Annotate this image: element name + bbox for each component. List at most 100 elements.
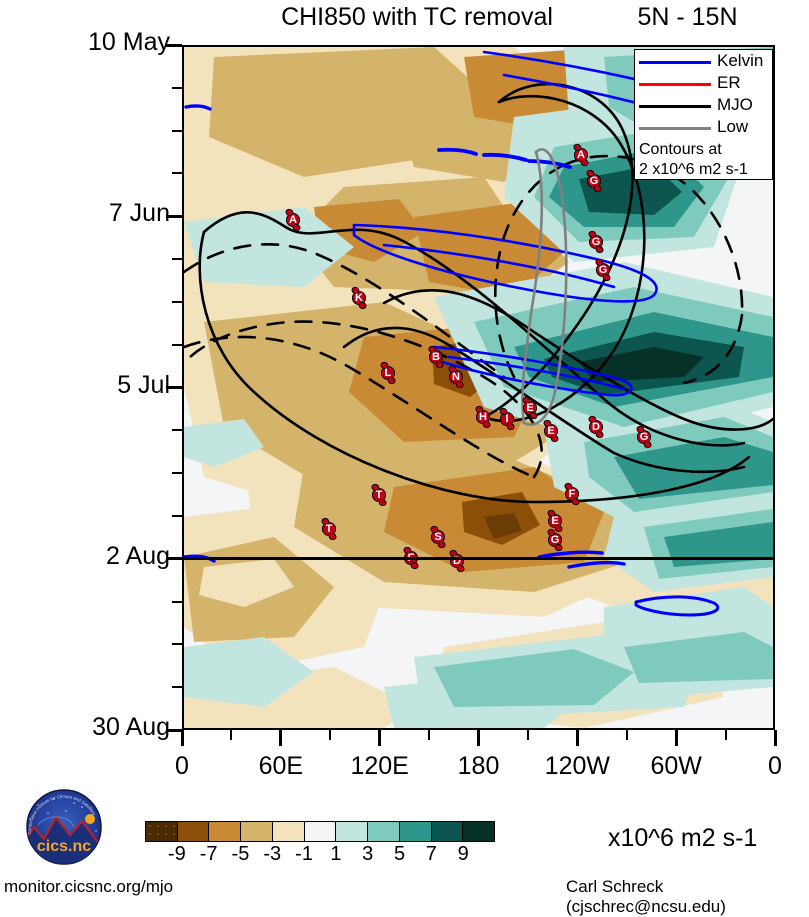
x-minor-tick bbox=[230, 730, 233, 740]
y-minor-tick bbox=[172, 86, 182, 89]
y-major-tick bbox=[166, 557, 182, 561]
tc-marker-label: E bbox=[547, 425, 555, 437]
y-tick-label-1: 7 Jun bbox=[108, 199, 170, 228]
y-minor-tick bbox=[172, 129, 182, 132]
colorbar-swatch-3 bbox=[241, 822, 273, 841]
y-minor-tick bbox=[172, 429, 182, 432]
tc-marker: G bbox=[585, 230, 607, 254]
tc-marker-label: N bbox=[452, 371, 460, 383]
x-tick-label-3: 180 bbox=[457, 752, 500, 780]
analysis-date-line bbox=[182, 557, 775, 561]
x-minor-tick bbox=[526, 730, 529, 740]
legend-swatch-kelvin bbox=[639, 61, 711, 64]
tc-marker: E bbox=[519, 396, 541, 420]
tc-marker-label: D bbox=[453, 555, 461, 567]
colorbar-tick-5: 1 bbox=[330, 843, 342, 865]
tc-marker: K bbox=[348, 286, 370, 310]
colorbar-swatch-0 bbox=[146, 822, 178, 841]
tc-marker-label: G bbox=[589, 175, 599, 187]
tc-marker-label: F bbox=[568, 488, 576, 500]
tc-marker-label: T bbox=[375, 489, 383, 501]
colorbar-tick-1: -7 bbox=[199, 843, 218, 865]
tc-marker-label: G bbox=[639, 431, 649, 443]
y-minor-tick bbox=[172, 258, 182, 261]
colorbar-tick-7: 5 bbox=[393, 843, 406, 865]
y-minor-tick bbox=[172, 172, 182, 175]
legend-label-er: ER bbox=[717, 73, 741, 92]
colorbar-swatch-8 bbox=[399, 822, 432, 841]
page-title: CHI850 with TC removal bbox=[281, 3, 553, 31]
legend-label-kelvin: Kelvin bbox=[717, 51, 764, 70]
x-minor-tick bbox=[625, 730, 628, 740]
x-major-tick bbox=[674, 730, 678, 746]
colorbar-swatch-6 bbox=[336, 822, 369, 841]
x-major-tick bbox=[378, 730, 382, 746]
y-minor-tick bbox=[172, 300, 182, 303]
y-minor-tick bbox=[172, 472, 182, 475]
colorbar-swatch-2 bbox=[209, 822, 242, 841]
colorbar-tick-4: -1 bbox=[295, 843, 313, 865]
colorbar-tick-9: 9 bbox=[457, 843, 469, 865]
cics-nc-logo: cics.nc Cooperative Institute for Climat… bbox=[26, 789, 102, 865]
tc-marker-label: H bbox=[479, 411, 487, 423]
x-major-tick bbox=[773, 730, 777, 746]
colorbar-tick-6: 3 bbox=[362, 843, 374, 865]
x-tick-label-4: 120W bbox=[544, 752, 610, 780]
tc-marker-label: E bbox=[526, 402, 534, 414]
legend-note-line2: 2 x10^6 m2 s-1 bbox=[639, 161, 748, 178]
y-minor-tick bbox=[172, 343, 182, 346]
tc-marker: B bbox=[425, 345, 447, 369]
tc-marker: E bbox=[540, 419, 562, 443]
tc-marker: S bbox=[427, 525, 449, 549]
y-major-tick bbox=[166, 214, 182, 218]
y-minor-tick bbox=[172, 686, 182, 689]
y-major-tick bbox=[166, 386, 182, 389]
legend-swatch-er bbox=[639, 83, 711, 86]
tc-marker-label: G bbox=[598, 264, 608, 276]
y-tick-label-4: 30 Aug bbox=[92, 713, 170, 741]
tc-marker-label: K bbox=[355, 292, 363, 304]
tc-marker-label: G bbox=[591, 236, 601, 248]
legend-label-low: Low bbox=[717, 117, 749, 136]
colorbar-units-label: x10^6 m2 s-1 bbox=[608, 824, 758, 852]
credit-url: monitor.cicsnc.org/mjo bbox=[4, 877, 174, 896]
tc-marker-label: B bbox=[432, 351, 440, 363]
x-minor-tick bbox=[329, 730, 332, 740]
tc-marker: I bbox=[496, 407, 518, 431]
latitude-band-label: 5N - 15N bbox=[637, 3, 738, 31]
tc-marker: N bbox=[445, 365, 467, 389]
tc-marker: H bbox=[472, 405, 494, 429]
colorbar-tick-0: -9 bbox=[167, 843, 186, 865]
legend-item-low: Low bbox=[639, 117, 772, 138]
tc-marker: G bbox=[583, 169, 605, 193]
legend-swatch-low bbox=[639, 127, 711, 130]
x-major-tick bbox=[575, 730, 579, 746]
x-tick-label-6: 0 bbox=[768, 752, 782, 780]
tc-marker-label: E bbox=[551, 515, 559, 527]
contour-legend: Kelvin ER MJO Low Contours at 2 x10^6 m2 s-1 bbox=[634, 49, 773, 180]
legend-item-mjo: MJO bbox=[639, 95, 772, 116]
tc-marker-layer: AGAGGKBLNHIEEDGTFETGSFD bbox=[184, 47, 773, 728]
colorbar-swatch-9 bbox=[431, 822, 464, 841]
tc-marker: G bbox=[633, 425, 655, 449]
tc-marker: A bbox=[570, 143, 592, 167]
y-major-tick bbox=[166, 43, 182, 47]
tc-marker-label: L bbox=[384, 367, 392, 379]
tc-marker: T bbox=[318, 517, 340, 541]
colorbar-tick-2: -5 bbox=[231, 843, 250, 865]
colorbar-tick-3: -3 bbox=[263, 843, 282, 865]
colorbar-swatch-5 bbox=[304, 822, 337, 841]
legend-item-er: ER bbox=[639, 73, 772, 94]
tc-marker: A bbox=[282, 208, 304, 232]
wave-contour-overlay bbox=[184, 50, 773, 617]
tc-marker: F bbox=[561, 482, 583, 506]
x-tick-label-2: 120E bbox=[350, 752, 409, 780]
x-major-tick bbox=[180, 730, 184, 746]
y-major-tick bbox=[166, 728, 182, 732]
colorbar-swatch-4 bbox=[272, 822, 305, 841]
x-minor-tick bbox=[724, 730, 727, 740]
tc-marker: L bbox=[377, 361, 399, 385]
tc-marker: G bbox=[592, 258, 614, 282]
tc-marker: G bbox=[544, 528, 566, 552]
legend-item-kelvin: Kelvin bbox=[639, 51, 772, 72]
